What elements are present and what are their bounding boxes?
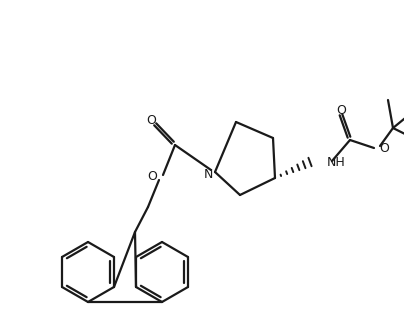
Text: O: O — [379, 141, 389, 155]
Text: O: O — [146, 114, 156, 127]
Text: N: N — [203, 168, 213, 181]
Text: O: O — [336, 105, 346, 117]
Text: NH: NH — [327, 156, 346, 169]
Text: O: O — [147, 170, 157, 183]
